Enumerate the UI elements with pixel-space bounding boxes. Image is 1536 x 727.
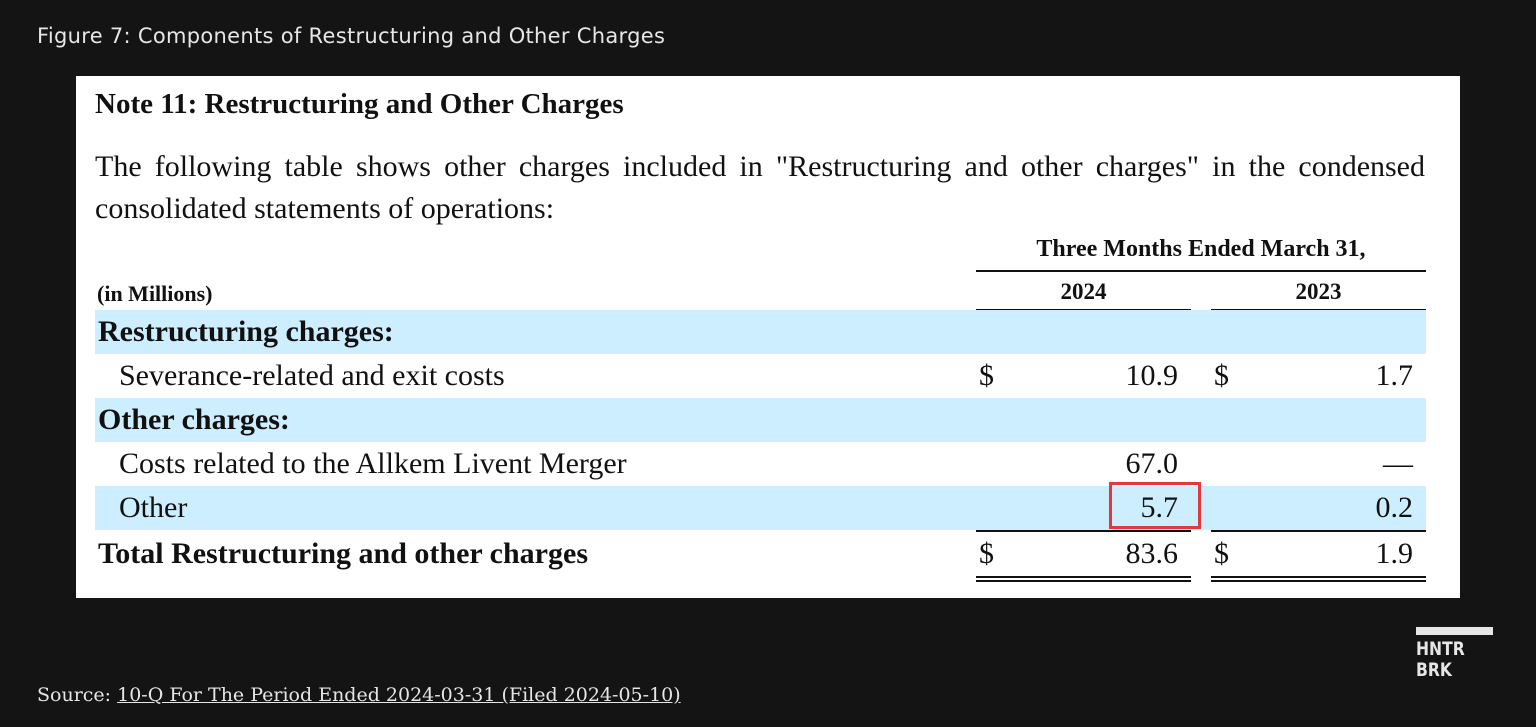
row-label: Other charges: <box>98 403 290 436</box>
period-header: Three Months Ended March 31, <box>1036 236 1366 262</box>
value-2024: 83.6 <box>1125 537 1179 570</box>
value-2023: — <box>1383 447 1413 480</box>
row-label: Severance-related and exit costs <box>119 359 505 392</box>
value-2023: 0.2 <box>1375 491 1414 524</box>
logo-line-1: HNTR <box>1416 638 1465 660</box>
source-prefix: Source: <box>37 684 118 706</box>
source-citation: Source: 10-Q For The Period Ended 2024-0… <box>37 684 681 706</box>
row-label: Other <box>119 491 188 524</box>
table-row: Costs related to the Allkem Livent Merge… <box>95 442 1426 486</box>
source-link[interactable]: 10-Q For The Period Ended 2024-03-31 (Fi… <box>117 684 681 706</box>
double-rule-2024-bottom <box>976 580 1191 582</box>
column-header-2023: 2023 <box>1295 279 1342 304</box>
row-label: Costs related to the Allkem Livent Merge… <box>119 447 627 480</box>
value-2023: 1.7 <box>1375 359 1414 392</box>
dollar-sign: $ <box>1214 537 1229 570</box>
document-excerpt: Note 11: Restructuring and Other Charges… <box>76 76 1460 598</box>
row-label: Total Restructuring and other charges <box>98 537 588 570</box>
double-rule-2023-bottom <box>1211 580 1426 582</box>
value-2024: 5.7 <box>1140 491 1179 524</box>
highlight-box <box>1109 482 1201 529</box>
table-row-section: Other charges: <box>95 398 1426 442</box>
figure-title: Figure 7: Components of Restructuring an… <box>37 24 666 48</box>
table-row: Other 5.7 0.2 <box>95 486 1426 530</box>
hntrbrk-logo: HNTR BRK <box>1416 627 1493 681</box>
value-2024: 67.0 <box>1125 447 1179 480</box>
double-rule-2024-top <box>976 576 1191 578</box>
dollar-sign: $ <box>979 537 994 570</box>
value-2023: 1.9 <box>1375 537 1414 570</box>
dollar-sign: $ <box>979 359 994 392</box>
subtotal-rule-2024 <box>976 530 1191 532</box>
intro-paragraph: The following table shows other charges … <box>95 150 1425 225</box>
table-row-total: Total Restructuring and other charges $ … <box>95 532 1426 576</box>
value-2024: 10.9 <box>1125 359 1179 392</box>
row-label: Restructuring charges: <box>98 315 394 348</box>
logo-bar <box>1416 627 1493 635</box>
logo-line-2: BRK <box>1416 659 1452 681</box>
double-rule-2023-top <box>1211 576 1426 578</box>
table-row-section: Restructuring charges: <box>95 310 1426 354</box>
units-label: (in Millions) <box>97 281 213 306</box>
table-row: Severance-related and exit costs $ 10.9 … <box>95 354 1426 398</box>
period-header-rule <box>976 270 1426 272</box>
column-header-2024: 2024 <box>1060 279 1107 304</box>
dollar-sign: $ <box>1214 359 1229 392</box>
note-title: Note 11: Restructuring and Other Charges <box>95 88 624 120</box>
subtotal-rule-2023 <box>1211 530 1426 532</box>
